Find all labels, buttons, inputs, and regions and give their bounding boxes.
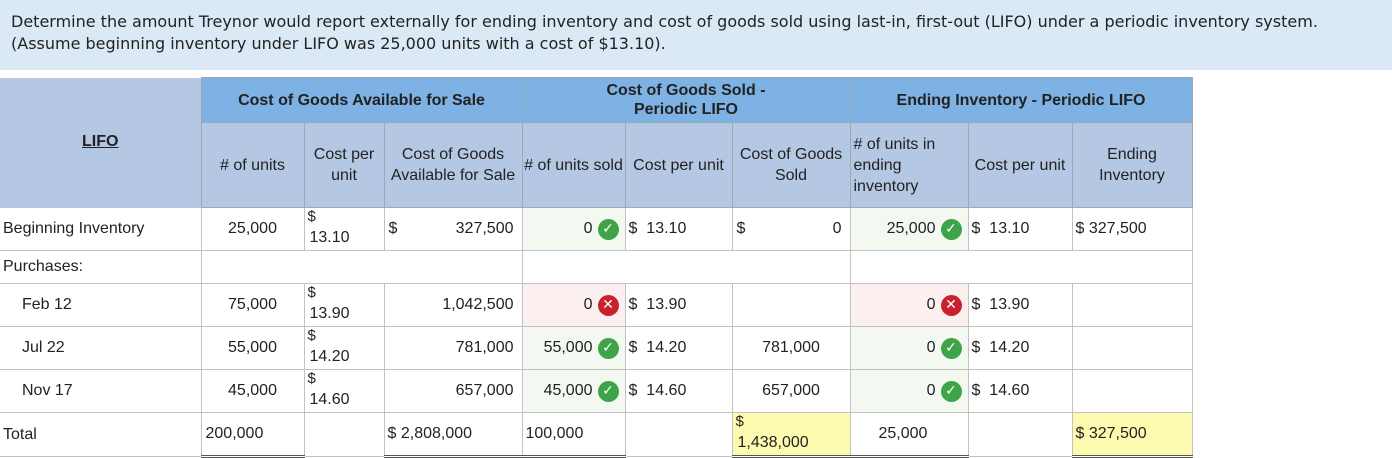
sold-cpu: $ 13.90 [624, 283, 733, 327]
avail-units-header: # of units [200, 122, 305, 208]
cost-goods-available-header: Cost of Goods Available for Sale [200, 77, 523, 123]
sold-total: 781,000 [731, 326, 851, 370]
avail-units: 25,000 [200, 207, 305, 251]
row-label: Beginning Inventory [0, 207, 201, 251]
avail-cpu-header: Cost per unit [303, 122, 385, 208]
ending-inventory-total: $ 327,500 [1071, 412, 1193, 458]
check-circle-icon: ✓ [940, 380, 962, 402]
x-circle-icon: ✕ [940, 294, 962, 316]
x-circle-icon: ✕ [597, 294, 619, 316]
lifo-worksheet: LIFO Cost of Goods Available for Sale Co… [0, 77, 1193, 458]
check-circle-icon: ✓ [597, 337, 619, 359]
avail-total-header: Cost of Goods Available for Sale [383, 122, 523, 208]
table-row-total: Total 200,000 $ 2,808,000 100,000 $1,438… [0, 412, 1193, 458]
end-units-header: # of units in ending inventory [849, 122, 969, 208]
end-units-input[interactable]: 0 ✕ [849, 283, 969, 327]
sold-cpu: $ 14.60 [624, 369, 733, 413]
end-cpu: $ 13.10 [967, 207, 1073, 251]
end-units-total: 25,000 [849, 412, 969, 458]
avail-units-total: 200,000 [200, 412, 305, 458]
end-units-input[interactable]: 0 ✓ [849, 326, 969, 370]
sold-cpu-header: Cost per unit [624, 122, 733, 208]
question-text: Determine the amount Treynor would repor… [0, 0, 1392, 70]
sold-total: $0 [731, 207, 851, 251]
avail-cpu: $14.60 [303, 369, 385, 413]
sold-units-input[interactable]: 0 ✕ [521, 283, 626, 327]
avail-total-sum: $ 2,808,000 [383, 412, 523, 458]
sold-total-header: Cost of Goods Sold [731, 122, 851, 208]
check-circle-icon: ✓ [597, 380, 619, 402]
sold-units-input[interactable]: 55,000 ✓ [521, 326, 626, 370]
avail-cpu: $13.90 [303, 283, 385, 327]
row-label: Nov 17 [0, 369, 201, 413]
table-row: Nov 17 45,000 $14.60 657,000 45,000 ✓ $ 1… [0, 369, 1193, 413]
sold-units-input[interactable]: 0 ✓ [521, 207, 626, 251]
end-total[interactable] [1071, 283, 1193, 327]
cogs-periodic-header: Cost of Goods Sold - Periodic LIFO [521, 77, 851, 123]
end-cpu-header: Cost per unit [967, 122, 1073, 208]
end-cpu: $ 13.90 [967, 283, 1073, 327]
end-total[interactable] [1071, 369, 1193, 413]
end-total-header: Ending Inventory [1071, 122, 1193, 208]
sold-units-total: 100,000 [521, 412, 626, 458]
avail-cpu: $13.10 [303, 207, 385, 251]
row-label: Total [0, 412, 201, 457]
avail-total: 781,000 [383, 326, 523, 370]
sold-total: 657,000 [731, 369, 851, 413]
end-units-input[interactable]: 0 ✓ [849, 369, 969, 413]
table-row: Purchases: [0, 250, 1193, 284]
table-row: Jul 22 55,000 $14.20 781,000 55,000 ✓ $ 1… [0, 326, 1193, 370]
table-row: Beginning Inventory 25,000 $13.10 $327,5… [0, 207, 1193, 251]
end-cpu: $ 14.20 [967, 326, 1073, 370]
end-cpu: $ 14.60 [967, 369, 1073, 413]
avail-cpu: $14.20 [303, 326, 385, 370]
row-label: Jul 22 [0, 326, 201, 370]
check-circle-icon: ✓ [597, 218, 619, 240]
avail-units: 55,000 [200, 326, 305, 370]
ending-inventory-header: Ending Inventory - Periodic LIFO [849, 77, 1193, 123]
row-label: Feb 12 [0, 283, 201, 327]
avail-total: $327,500 [383, 207, 523, 251]
sold-cpu: $ 14.20 [624, 326, 733, 370]
end-total[interactable] [1071, 326, 1193, 370]
avail-total: 1,042,500 [383, 283, 523, 327]
check-circle-icon: ✓ [940, 218, 962, 240]
sold-units-input[interactable]: 45,000 ✓ [521, 369, 626, 413]
avail-total: 657,000 [383, 369, 523, 413]
sold-units-header: # of units sold [521, 122, 626, 208]
sold-total[interactable] [731, 283, 851, 327]
check-circle-icon: ✓ [940, 337, 962, 359]
sold-cpu: $ 13.10 [624, 207, 733, 251]
cogs-total: $1,438,000 [731, 412, 851, 458]
row-label: Purchases: [0, 250, 201, 284]
end-total: $ 327,500 [1071, 207, 1193, 251]
end-units-input[interactable]: 25,000 ✓ [849, 207, 969, 251]
avail-units: 45,000 [200, 369, 305, 413]
table-row: Feb 12 75,000 $13.90 1,042,500 0 ✕ $ 13.9… [0, 283, 1193, 327]
avail-units: 75,000 [200, 283, 305, 327]
lifo-header: LIFO [0, 77, 201, 208]
